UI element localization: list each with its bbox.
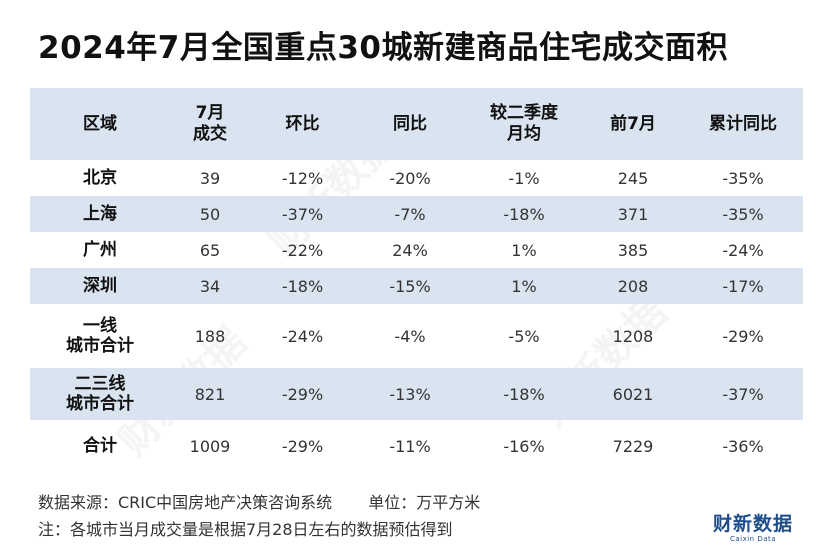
region-label: 深圳 [83,276,117,296]
value-cell: 821 [170,368,250,420]
region-label: 二三线 [74,374,126,394]
value-cell: -35% [722,168,764,188]
column-header: 累计同比 [683,88,803,160]
value-cell: -16% [503,436,545,456]
region-label: 城市合计 [66,336,134,356]
table-row: 合计 1009 -29% -11% -16% 7229 -36% [30,420,803,472]
value-cell: -13% [355,368,465,420]
column-header: 较二季度 月均 [465,88,583,160]
value-cell: -22% [281,240,324,260]
region-label: 北京 [83,168,117,188]
column-header-label: 月均 [507,124,541,144]
value-cell: 245 [617,168,649,188]
value-cell: -24% [281,326,324,346]
region-cell: 北京 [30,160,170,196]
column-header-label: 较二季度 [490,103,558,123]
table-row: 北京 39 -12% -20% -1% 245 -35% [30,160,803,196]
table-row: 二三线 城市合计 821 -29% -13% -18% 6021 -37% [30,368,803,420]
value-cell: 65 [199,240,221,260]
table-header: 区域 7月 成交 环比 同比 较二季度 月均 前7月 累计同比 [30,88,803,160]
value-cell: 50 [170,196,250,232]
value-cell: -37% [250,196,355,232]
value-cell: 1% [465,268,583,304]
value-cell: 6021 [583,368,683,420]
column-header-label: 区域 [83,113,117,134]
value-cell: -37% [683,368,803,420]
value-cell: 1009 [189,436,231,456]
caixin-data-logo: 财新数据 Caixin Data [711,513,795,543]
column-header-label: 7月 [195,103,225,123]
value-cell: 1% [511,240,537,260]
value-cell: -29% [250,368,355,420]
column-header-label: 累计同比 [709,113,777,134]
region-label: 合计 [83,436,117,456]
value-cell: 7229 [612,436,654,456]
region-cell: 一线 城市合计 [30,304,170,368]
table-row: 广州 65 -22% 24% 1% 385 -24% [30,232,803,268]
logo-text: 财新数据 [712,513,793,535]
column-header: 前7月 [583,88,683,160]
table-row: 上海 50 -37% -7% -18% 371 -35% [30,196,803,232]
page-title: 2024年7月全国重点30城新建商品住宅成交面积 [38,30,728,66]
value-cell: -11% [389,436,431,456]
value-cell: -15% [355,268,465,304]
value-cell: -20% [389,168,431,188]
column-header: 区域 [30,88,170,160]
value-cell: 1208 [612,326,654,346]
value-cell: -5% [508,326,540,346]
value-cell: -18% [250,268,355,304]
column-header-label: 成交 [193,124,227,144]
region-label: 广州 [83,240,117,260]
footer-source-line: 数据来源：CRIC中国房地产决策咨询系统 单位：万平方米 [38,489,480,513]
value-cell: -7% [355,196,465,232]
column-header-label: 同比 [393,113,427,134]
value-cell: 208 [583,268,683,304]
region-label: 一线 [83,316,117,336]
table-body: 北京 39 -12% -20% -1% 245 -35% 上海 50 -37% -7% -18% 371… [30,160,803,472]
region-cell: 合计 [30,420,170,472]
value-cell: -18% [465,368,583,420]
region-label: 城市合计 [66,394,134,414]
column-header-label: 环比 [285,113,320,134]
column-header-label: 前7月 [610,113,656,134]
value-cell: 39 [199,168,221,188]
value-cell: 24% [392,240,428,260]
value-cell: -1% [508,168,540,188]
value-cell: 385 [617,240,649,260]
region-cell: 二三线 城市合计 [30,368,170,420]
footer-note: 注：各城市当月成交量是根据7月28日左右的数据预估得到 [38,520,453,539]
region-label: 上海 [83,204,117,224]
column-header: 环比 [250,88,355,160]
value-cell: -12% [281,168,324,188]
region-cell: 上海 [30,196,170,232]
table-row: 一线 城市合计 188 -24% -4% -5% 1208 -29% [30,304,803,368]
value-cell: -18% [465,196,583,232]
region-cell: 深圳 [30,268,170,304]
value-cell: -29% [722,326,764,346]
region-cell: 广州 [30,232,170,268]
table-row: 深圳 34 -18% -15% 1% 208 -17% [30,268,803,304]
value-cell: -17% [683,268,803,304]
unit-text: 单位：万平方米 [368,493,481,512]
value-cell: -24% [722,240,764,260]
source-text: 数据来源：CRIC中国房地产决策咨询系统 [38,493,333,512]
value-cell: 34 [170,268,250,304]
value-cell: -29% [281,436,324,456]
logo-subtext: Caixin Data [729,535,777,543]
column-header: 7月 成交 [170,88,250,160]
value-cell: 371 [583,196,683,232]
value-cell: -35% [683,196,803,232]
value-cell: 188 [194,326,226,346]
column-header: 同比 [355,88,465,160]
data-table: 区域 7月 成交 环比 同比 较二季度 月均 前7月 累计同比 北京 39 -12% -20% -1% 2… [30,88,803,472]
value-cell: -4% [394,326,426,346]
value-cell: -36% [722,436,764,456]
